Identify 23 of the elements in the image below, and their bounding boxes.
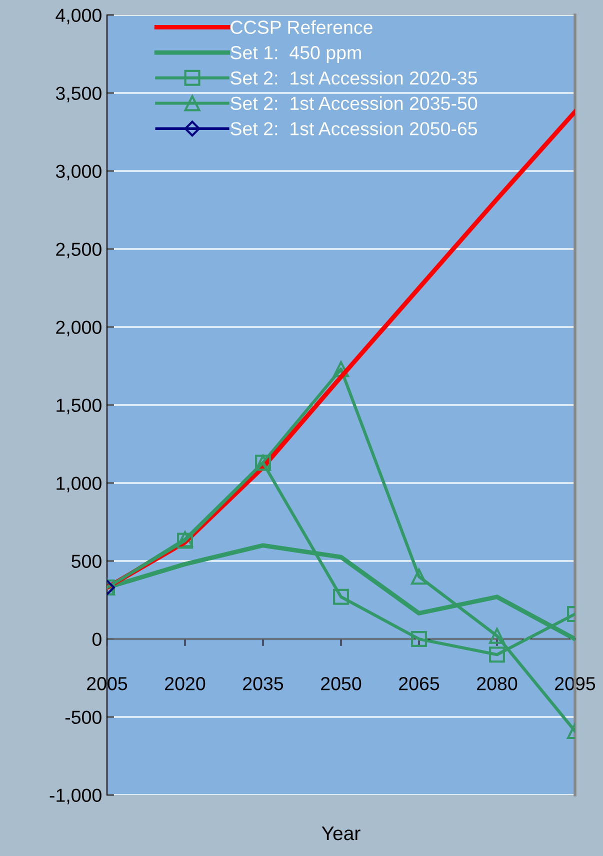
x-axis-title: Year: [322, 826, 360, 840]
y-tick-label: 1,000: [56, 476, 102, 492]
y-tick-label: 2,500: [56, 242, 102, 258]
y-tick-label: 3,500: [56, 86, 102, 102]
x-tick-label: 2080: [477, 676, 518, 690]
legend-label: Set 1: 450 ppm: [230, 46, 361, 64]
y-tick-label: -500: [65, 710, 102, 724]
y-tick-label: 2,000: [56, 320, 102, 336]
legend-label: Set 2: 1st Accession 2020-35: [230, 70, 478, 85]
y-tick-label: 0: [92, 632, 102, 646]
legend-label: Set 2: 1st Accession 2050-65: [230, 122, 478, 136]
x-tick-label: 2020: [165, 676, 206, 690]
legend-label: CCSP Reference: [230, 20, 372, 34]
x-tick-label: 2095: [555, 676, 596, 690]
x-tick-label: 2035: [243, 676, 284, 690]
y-tick-label: -1,000: [50, 788, 102, 804]
y-tick-label: 3,000: [56, 164, 102, 180]
legend-label: Set 2: 1st Accession 2035-50: [230, 96, 478, 110]
y-tick-label: 500: [72, 554, 102, 568]
y-tick-label: 1,500: [56, 398, 102, 414]
x-tick-label: 2065: [399, 676, 440, 690]
y-tick-label: 4,000: [56, 8, 102, 24]
x-tick-label: 2050: [321, 676, 362, 690]
